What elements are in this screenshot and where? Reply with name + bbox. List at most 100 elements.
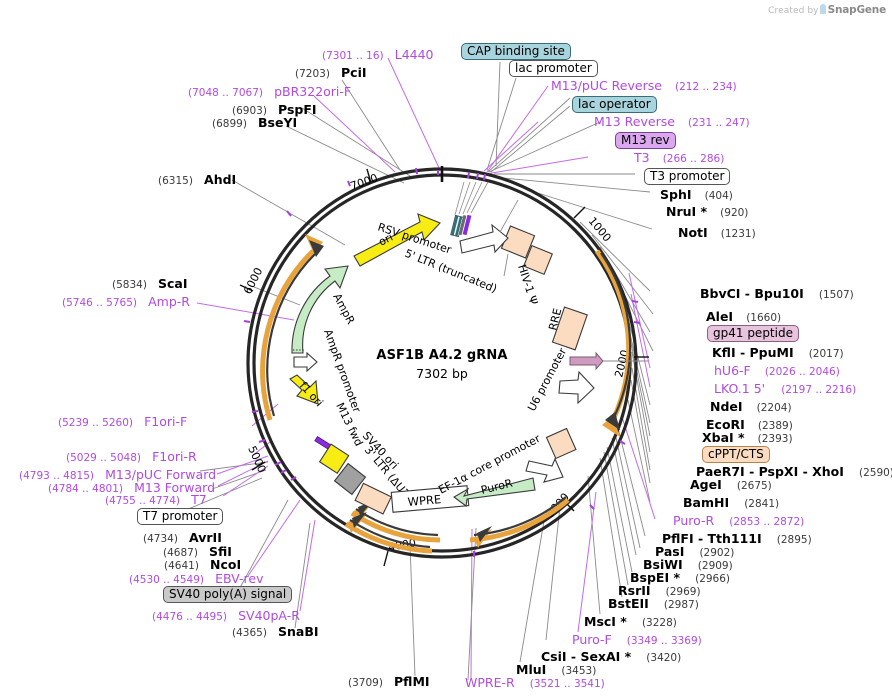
label-m13-forward[interactable]: (4784 .. 4801) M13 Forward (48, 479, 215, 495)
label-pflmi[interactable]: (3709) PflMI (348, 673, 430, 689)
feature-ori: ori (353, 213, 441, 267)
leader-lines-topleft-primers (196, 57, 441, 321)
label-name: LKO.1 5' (714, 381, 766, 396)
label-ahdi[interactable]: (6315) AhdI (158, 171, 236, 187)
label-position: (2197 .. 2216) (781, 384, 857, 396)
label-cppt-cts[interactable]: cPPT/CTS (702, 445, 770, 463)
label-f1ori-r[interactable]: (5029 .. 5048) F1ori-R (66, 448, 197, 464)
label-name: BspEI * (630, 570, 680, 585)
label-pbr322ori-f[interactable]: (7048 .. 7067) pBR322ori-F (188, 83, 351, 99)
label-bsiwi[interactable]: BsiWI (2909) (643, 556, 733, 572)
label-bstei[interactable]: BstEII (2987) (608, 595, 699, 611)
label-position: (3420) (646, 652, 682, 664)
feature-badge: lac operator (572, 96, 657, 113)
label-position: (3228) (641, 617, 677, 629)
label-mlui[interactable]: MluI (3453) (516, 661, 596, 677)
label-name: NcoI (210, 557, 242, 572)
label-t7[interactable]: (4755 .. 4774) T7 (105, 491, 207, 507)
label-noti[interactable]: NotI (1231) (678, 224, 756, 240)
label-name: NdeI (710, 399, 743, 414)
label-t3-promoter[interactable]: T3 promoter (644, 167, 731, 185)
label-name: EBV-rev (215, 571, 264, 586)
label-name: F1ori-R (152, 449, 197, 464)
label-ecori[interactable]: EcoRI (2389) (706, 416, 793, 432)
label-alei[interactable]: AleI (1660) (706, 308, 781, 324)
label-m13-puc-reverse[interactable]: M13/pUC Reverse (212 .. 234) (551, 77, 737, 93)
label-nrui[interactable]: NruI * (920) (666, 203, 748, 219)
label-kfli-ppumi[interactable]: KflI - PpuMI (2017) (712, 344, 844, 360)
label-name: BstEII (608, 596, 649, 611)
label-amp-r[interactable]: (5746 .. 5765) Amp-R (62, 293, 190, 309)
label-gp41-peptide[interactable]: gp41 peptide (707, 324, 799, 342)
label-lko1-5prime[interactable]: LKO.1 5' (2197 .. 2216) (714, 380, 856, 396)
label-ndei[interactable]: NdeI (2204) (710, 398, 792, 414)
label-sfii[interactable]: (4687) SfiI (163, 543, 232, 559)
label-position: (404) (704, 190, 733, 202)
feature-badge: cPPT/CTS (702, 446, 770, 463)
svg-text:RRE: RRE (546, 307, 564, 332)
label-m13-puc-forward[interactable]: (4793 .. 4815) M13/pUC Forward (19, 466, 216, 482)
feature-badge: CAP binding site (461, 43, 571, 60)
label-t7-promoter[interactable]: T7 promoter (137, 507, 224, 525)
label-hu6-f[interactable]: hU6-F (2026 .. 2046) (714, 362, 840, 378)
snapgene-logo-icon (819, 4, 826, 14)
label-ncoi[interactable]: (4641) NcoI (164, 556, 241, 572)
snapgene-watermark: Created by SnapGene (768, 4, 886, 16)
label-position: (2204) (756, 402, 792, 414)
label-name: BseYI (258, 115, 298, 130)
label-name: BsiWI (643, 557, 683, 572)
feature-badge: T7 promoter (137, 508, 224, 525)
label-position: (2017) (808, 348, 844, 360)
label-position: (2895) (776, 534, 812, 546)
label-name: SnaBI (278, 624, 319, 639)
label-bbvci-bpu10i[interactable]: BbvCI - Bpu10I (1507) (700, 285, 854, 301)
label-pcii[interactable]: (7203) PciI (295, 64, 367, 80)
label-lac-promoter[interactable]: lac promoter (509, 59, 598, 77)
label-puro-r[interactable]: Puro-R (2853 .. 2872) (673, 512, 804, 528)
label-t3[interactable]: T3 (266 .. 286) (634, 149, 724, 165)
label-position: (4365) (232, 627, 267, 639)
label-position: (4687) (163, 547, 198, 559)
label-bspei[interactable]: BspEI * (2966) (630, 569, 730, 585)
label-position: (4530 .. 4549) (129, 574, 204, 586)
label-avrii[interactable]: (4734) AvrII (143, 529, 222, 545)
label-name: AgeI (690, 477, 722, 492)
label-name: NruI * (666, 204, 708, 219)
label-agei[interactable]: AgeI (2675) (690, 476, 772, 492)
label-scai[interactable]: (5834) ScaI (112, 275, 188, 291)
label-bseyi[interactable]: (6899) BseYI (212, 114, 297, 130)
feature-f1-ori: f1 ori (289, 374, 326, 409)
label-paer7i-pspxi-xhoi[interactable]: PaeR7I - PspXI - XhoI (2590) (696, 463, 892, 479)
label-pspfi[interactable]: (6903) PspFI (232, 101, 317, 117)
label-csii-sexai[interactable]: CsiI - SexAI * (3420) (541, 648, 681, 664)
brand-prefix: Created by (768, 6, 819, 16)
label-position: (2675) (736, 480, 772, 492)
label-msci[interactable]: MscI * (3228) (584, 613, 677, 629)
label-puro-f[interactable]: Puro-F (3349 .. 3369) (572, 631, 702, 647)
label-m13-reverse[interactable]: M13 Reverse (231 .. 247) (594, 113, 750, 129)
label-pasi[interactable]: PasI (2902) (655, 543, 734, 559)
label-name: XbaI * (702, 430, 745, 445)
label-xbai[interactable]: XbaI * (2393) (702, 429, 793, 445)
label-cap-binding-site[interactable]: CAP binding site (461, 42, 571, 60)
label-f1ori-f[interactable]: (5239 .. 5260) F1ori-F (58, 413, 187, 429)
label-ebv-rev[interactable]: (4530 .. 4549) EBV-rev (129, 570, 263, 586)
label-wpre-r[interactable]: WPRE-R (3521 .. 3541) (465, 674, 605, 690)
label-sv40pa-r[interactable]: (4476 .. 4495) SV40pA-R (152, 607, 300, 623)
label-pflfi-tth111i[interactable]: PflFI - Tth111I (2895) (662, 530, 812, 546)
label-bamhi[interactable]: BamHI (2841) (683, 494, 779, 510)
label-name: M13/pUC Reverse (551, 78, 662, 93)
feature-badge: SV40 poly(A) signal (163, 586, 293, 603)
svg-text:AmpR: AmpR (330, 291, 357, 326)
label-lac-operator[interactable]: lac operator (572, 95, 657, 113)
label-sv40-polya-signal[interactable]: SV40 poly(A) signal (163, 585, 293, 603)
label-name: EcoRI (706, 417, 745, 432)
feature-wpre: WPRE (390, 485, 470, 513)
label-l4440[interactable]: (7301 .. 16) L4440 (322, 46, 434, 62)
label-m13-rev[interactable]: M13 rev (615, 131, 676, 149)
label-rsrii[interactable]: RsrII (2969) (618, 582, 701, 598)
label-position: (4793 .. 4815) (19, 470, 94, 482)
label-snabi[interactable]: (4365) SnaBI (232, 623, 319, 639)
label-sphi[interactable]: SphI (404) (660, 186, 733, 202)
leader-lines-topcenter (486, 61, 571, 173)
